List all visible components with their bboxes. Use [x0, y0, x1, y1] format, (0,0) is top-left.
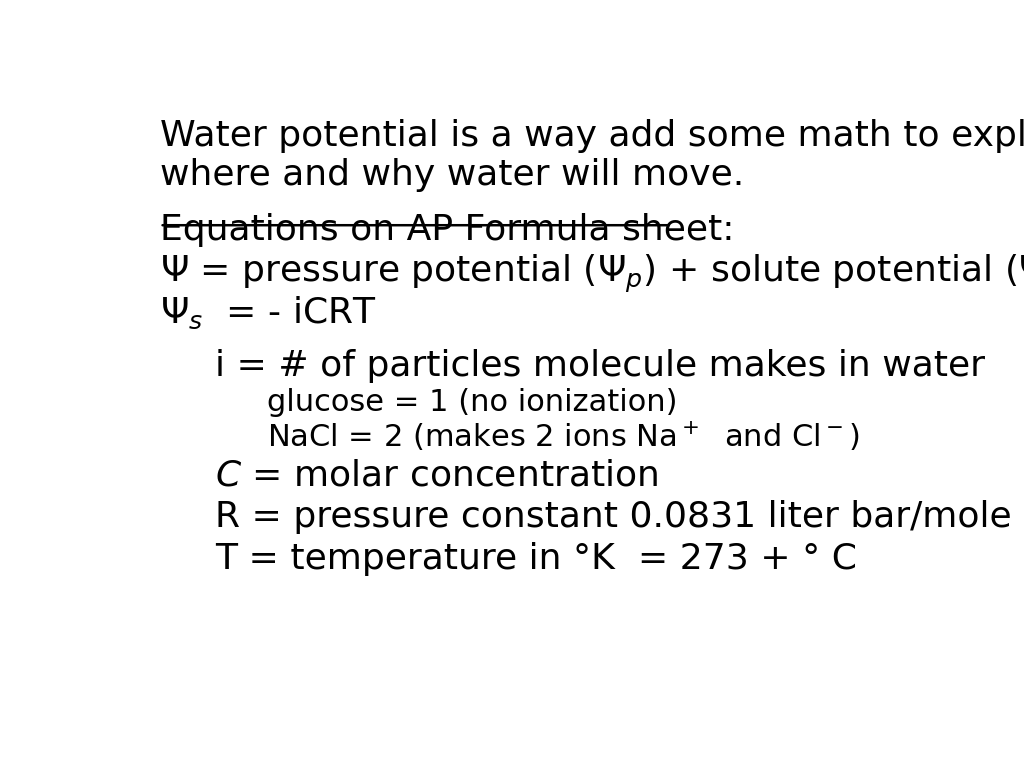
- Text: Equations on AP Formula sheet:: Equations on AP Formula sheet:: [160, 214, 734, 247]
- Text: Water potential is a way add some math to explain: Water potential is a way add some math t…: [160, 119, 1024, 153]
- Text: $\Psi$ = pressure potential ($\Psi_p$) + solute potential ($\Psi_s$): $\Psi$ = pressure potential ($\Psi_p$) +…: [160, 253, 1024, 295]
- Text: i = # of particles molecule makes in water: i = # of particles molecule makes in wat…: [215, 349, 985, 383]
- Text: $\mathit{C}$ = molar concentration: $\mathit{C}$ = molar concentration: [215, 458, 658, 493]
- Text: R = pressure constant 0.0831 liter bar/mole °K: R = pressure constant 0.0831 liter bar/m…: [215, 500, 1024, 535]
- Text: T = temperature in °K  = 273 + ° C: T = temperature in °K = 273 + ° C: [215, 541, 857, 575]
- Text: NaCl = 2 (makes 2 ions Na$^+$  and Cl$^-$): NaCl = 2 (makes 2 ions Na$^+$ and Cl$^-$…: [267, 420, 859, 453]
- Text: glucose = 1 (no ionization): glucose = 1 (no ionization): [267, 388, 678, 417]
- Text: $\Psi_s$  = - iCRT: $\Psi_s$ = - iCRT: [160, 294, 377, 331]
- Text: where and why water will move.: where and why water will move.: [160, 158, 744, 193]
